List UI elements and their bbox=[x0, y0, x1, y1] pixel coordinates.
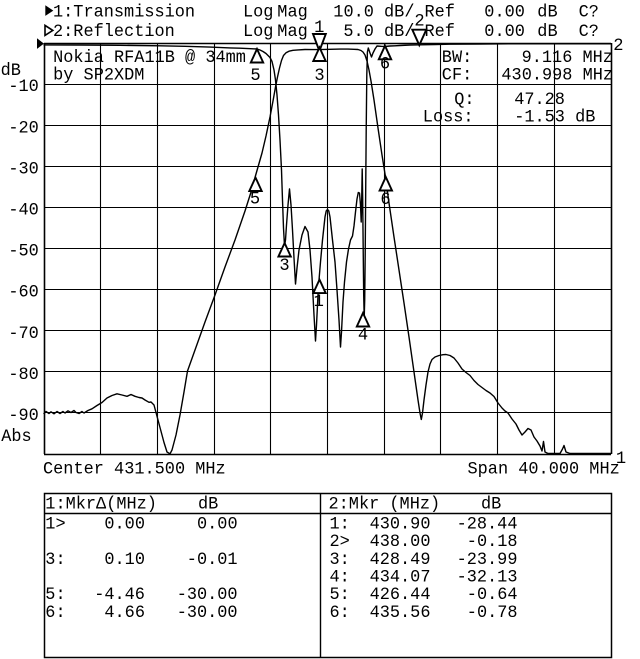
svg-text:Mag: Mag bbox=[277, 3, 307, 22]
svg-text:CF:: CF: bbox=[442, 67, 472, 86]
svg-text:3: 3 bbox=[279, 257, 289, 276]
svg-text:1>: 1> bbox=[45, 516, 65, 535]
svg-text:430.998 MHz: 430.998 MHz bbox=[501, 67, 613, 86]
svg-text:6:: 6: bbox=[330, 604, 350, 623]
svg-text:0.00: 0.00 bbox=[197, 516, 238, 535]
svg-text:-0.78: -0.78 bbox=[467, 604, 518, 623]
svg-text:2>: 2> bbox=[330, 533, 350, 552]
svg-text:0.00: 0.00 bbox=[484, 23, 525, 42]
svg-text:2:Reflection: 2:Reflection bbox=[53, 23, 175, 42]
svg-text:-50: -50 bbox=[8, 243, 38, 262]
svg-text:1: 1 bbox=[314, 19, 324, 38]
svg-text:dB: dB bbox=[481, 495, 501, 514]
svg-text:0.10: 0.10 bbox=[104, 551, 145, 570]
svg-text:2: 2 bbox=[414, 13, 424, 32]
svg-text:4:: 4: bbox=[330, 569, 350, 588]
svg-text:5: 5 bbox=[250, 67, 260, 86]
svg-text:dB: dB bbox=[537, 3, 557, 22]
svg-text:0.00: 0.00 bbox=[104, 516, 145, 535]
svg-text:4: 4 bbox=[358, 327, 368, 346]
svg-text:-0.18: -0.18 bbox=[467, 533, 518, 552]
svg-text:Nokia RFA11B @ 34mm: Nokia RFA11B @ 34mm bbox=[53, 49, 246, 68]
svg-text:dB: dB bbox=[537, 23, 557, 42]
svg-text:1: 1 bbox=[314, 293, 324, 312]
svg-text:0.00: 0.00 bbox=[484, 3, 525, 22]
svg-text:Q:: Q: bbox=[454, 91, 474, 110]
svg-text:-0.01: -0.01 bbox=[187, 551, 238, 570]
svg-text:-10: -10 bbox=[8, 78, 38, 97]
svg-text:Ref: Ref bbox=[425, 23, 455, 42]
svg-text:Center 431.500 MHz: Center 431.500 MHz bbox=[43, 461, 226, 480]
svg-text:-30: -30 bbox=[8, 160, 38, 179]
svg-text:438.00: 438.00 bbox=[370, 533, 431, 552]
svg-text:Log: Log bbox=[243, 3, 273, 22]
svg-text:Mag: Mag bbox=[277, 23, 307, 42]
svg-text:-1.53 dB: -1.53 dB bbox=[514, 109, 595, 128]
svg-text:-28.44: -28.44 bbox=[457, 516, 518, 535]
svg-text:47.28: 47.28 bbox=[514, 91, 565, 110]
svg-text:-40: -40 bbox=[8, 202, 38, 221]
svg-text:5:: 5: bbox=[330, 586, 350, 605]
svg-text:5.0 dB/: 5.0 dB/ bbox=[343, 23, 414, 42]
svg-text:3:: 3: bbox=[330, 551, 350, 570]
svg-text:3:: 3: bbox=[45, 551, 65, 570]
svg-text:C?: C? bbox=[579, 23, 599, 42]
svg-text:1:: 1: bbox=[330, 516, 350, 535]
svg-text:-23.99: -23.99 bbox=[457, 551, 518, 570]
svg-text:-0.64: -0.64 bbox=[467, 586, 518, 605]
svg-text:3: 3 bbox=[314, 67, 324, 86]
svg-text:434.07: 434.07 bbox=[370, 569, 431, 588]
svg-text:-32.13: -32.13 bbox=[457, 569, 518, 588]
svg-text:6:: 6: bbox=[45, 604, 65, 623]
svg-text:1: 1 bbox=[616, 450, 626, 469]
svg-text:10.0 dB/: 10.0 dB/ bbox=[333, 3, 414, 22]
svg-text:Loss:: Loss: bbox=[423, 109, 474, 128]
svg-text:6: 6 bbox=[380, 56, 390, 75]
svg-text:C?: C? bbox=[579, 3, 599, 22]
svg-text:435.56: 435.56 bbox=[370, 604, 431, 623]
svg-text:1:Transmission: 1:Transmission bbox=[53, 3, 195, 22]
svg-text:9.116 MHz: 9.116 MHz bbox=[522, 49, 613, 68]
svg-text:-30.00: -30.00 bbox=[177, 604, 238, 623]
svg-text:BW:: BW: bbox=[442, 49, 472, 68]
svg-text:Abs: Abs bbox=[1, 428, 31, 447]
svg-text:426.44: 426.44 bbox=[370, 586, 431, 605]
svg-text:dB: dB bbox=[198, 495, 218, 514]
svg-text:-90: -90 bbox=[8, 407, 38, 426]
svg-text:-60: -60 bbox=[8, 284, 38, 303]
svg-text:5: 5 bbox=[250, 191, 260, 210]
svg-text:-80: -80 bbox=[8, 366, 38, 385]
svg-text:Span 40.000 MHz: Span 40.000 MHz bbox=[468, 461, 620, 480]
svg-text:Log: Log bbox=[243, 23, 273, 42]
svg-text:by SP2XDM: by SP2XDM bbox=[53, 67, 144, 86]
svg-text:-30.00: -30.00 bbox=[177, 586, 238, 605]
svg-text:-70: -70 bbox=[8, 325, 38, 344]
svg-text:2: 2 bbox=[613, 37, 623, 56]
svg-text:6: 6 bbox=[380, 191, 390, 210]
svg-text:5:: 5: bbox=[45, 586, 65, 605]
svg-text:Ref: Ref bbox=[425, 3, 455, 22]
svg-text:-4.46: -4.46 bbox=[94, 586, 145, 605]
svg-text:2:Mkr (MHz): 2:Mkr (MHz) bbox=[329, 495, 441, 514]
svg-text:430.90: 430.90 bbox=[370, 516, 431, 535]
svg-text:4.66: 4.66 bbox=[104, 604, 145, 623]
svg-text:-20: -20 bbox=[8, 119, 38, 138]
svg-text:1:MkrΔ(MHz): 1:MkrΔ(MHz) bbox=[45, 495, 157, 514]
svg-text:428.49: 428.49 bbox=[370, 551, 431, 570]
svg-text:dB: dB bbox=[1, 62, 21, 81]
